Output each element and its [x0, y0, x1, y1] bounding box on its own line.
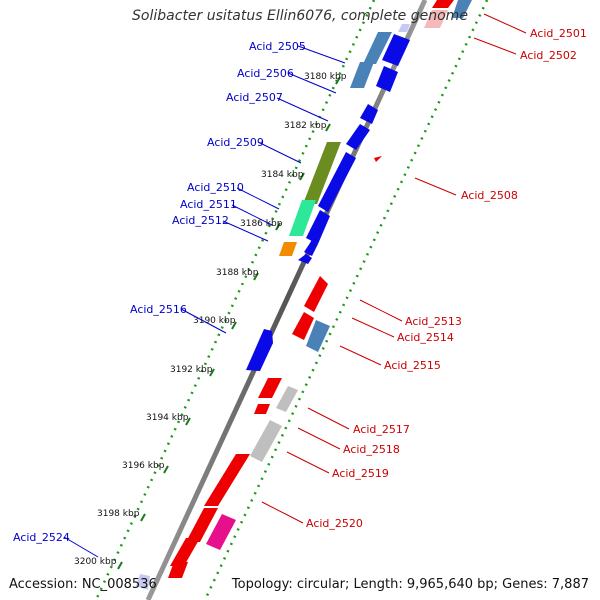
topology-text: Topology: circular; Length: 9,965,640 bp…	[231, 577, 589, 592]
gene-label-acid-2506: Acid_2506	[237, 67, 294, 80]
gene-label-acid-2511: Acid_2511	[180, 198, 237, 211]
gene-bottom-lavender[interactable]	[136, 574, 150, 590]
left-leader-lines	[63, 45, 346, 558]
gene-top-red[interactable]	[432, 0, 454, 8]
tick-label-3180: 3180 kbp	[304, 72, 347, 82]
genes	[168, 0, 472, 578]
gene-steel-2[interactable]	[350, 62, 374, 88]
accession-text: Accession: NC_008536	[9, 577, 157, 592]
tick-label-3196: 3196 kbp	[122, 461, 165, 471]
tick-label-3194: 3194 kbp	[146, 413, 189, 423]
gene-blue-r3[interactable]	[360, 104, 378, 124]
gene-blue-r2[interactable]	[376, 66, 398, 92]
gene-label-acid-2514: Acid_2514	[397, 331, 454, 344]
gene-red-r2[interactable]	[292, 312, 314, 340]
gene-red-l2[interactable]	[254, 404, 270, 414]
gene-orange[interactable]	[279, 242, 297, 256]
tick-label-3198: 3198 kbp	[97, 509, 140, 519]
gene-red-l4[interactable]	[186, 508, 218, 542]
gene-label-acid-2502: Acid_2502	[520, 49, 577, 62]
tick-label-3186: 3186 kbp	[240, 219, 283, 229]
tick-label-3200: 3200 kbp	[74, 557, 117, 567]
gene-red-r1[interactable]	[304, 276, 328, 312]
left-labels: Acid_2505 Acid_2506 Acid_2507 Acid_2509 …	[13, 40, 306, 544]
gene-blue-r4[interactable]	[346, 124, 370, 150]
gene-green[interactable]	[289, 200, 316, 236]
gene-label-acid-2524: Acid_2524	[13, 531, 70, 544]
genome-title-text: Solibacter usitatus Ellin6076, complete …	[132, 8, 468, 24]
gene-blue-left[interactable]	[246, 329, 273, 371]
gene-label-acid-2505: Acid_2505	[249, 40, 306, 53]
tick-label-3190: 3190 kbp	[193, 316, 236, 326]
tick-label-3188: 3188 kbp	[216, 268, 259, 278]
gene-label-acid-2507: Acid_2507	[226, 91, 283, 104]
gene-blue-r8[interactable]	[298, 254, 312, 264]
gene-top-lavender[interactable]	[398, 24, 410, 32]
gene-label-acid-2512: Acid_2512	[172, 214, 229, 227]
gene-label-acid-2509: Acid_2509	[207, 136, 264, 149]
tick-marks	[117, 76, 341, 570]
tick-label-3182: 3182 kbp	[284, 121, 327, 131]
gene-olive[interactable]	[303, 142, 341, 204]
gene-label-acid-2520: Acid_2520	[306, 517, 363, 530]
gene-label-acid-2513: Acid_2513	[405, 315, 462, 328]
gene-red-marker[interactable]	[374, 156, 382, 162]
gene-blue-r6[interactable]	[306, 210, 330, 244]
gene-label-acid-2519: Acid_2519	[332, 467, 389, 480]
gene-label-acid-2516: Acid_2516	[130, 303, 187, 316]
gene-steel-1[interactable]	[363, 32, 392, 64]
tick-label-3184: 3184 kbp	[261, 170, 304, 180]
gene-label-acid-2517: Acid_2517	[353, 423, 410, 436]
gene-label-acid-2501: Acid_2501	[530, 27, 587, 40]
gene-red-l1[interactable]	[258, 378, 282, 398]
gene-red-l5[interactable]	[170, 538, 200, 566]
tick-label-3192: 3192 kbp	[170, 365, 213, 375]
gene-magenta[interactable]	[206, 514, 236, 550]
gene-gray-r2[interactable]	[250, 420, 282, 462]
genome-backbone	[145, 0, 428, 600]
gene-red-l6[interactable]	[168, 562, 188, 578]
tick-labels: 3180 kbp 3182 kbp 3184 kbp 3186 kbp 3188…	[74, 72, 347, 567]
gene-label-acid-2515: Acid_2515	[384, 359, 441, 372]
gene-label-acid-2510: Acid_2510	[187, 181, 244, 194]
gene-blue-r7[interactable]	[304, 240, 318, 256]
gene-blue-r5[interactable]	[318, 152, 356, 212]
gene-red-l3[interactable]	[204, 454, 250, 506]
genome-title: Solibacter usitatus Ellin6076, complete …	[0, 8, 600, 24]
gene-top-steel[interactable]	[452, 0, 472, 18]
outer-guide-right	[203, 0, 489, 600]
gene-label-acid-2508: Acid_2508	[461, 189, 518, 202]
gene-steel-r[interactable]	[306, 320, 330, 352]
right-labels: Acid_2501 Acid_2502 Acid_2508 Acid_2513 …	[306, 27, 587, 530]
right-leader-lines	[261, 13, 527, 524]
gene-gray-r1[interactable]	[276, 386, 298, 412]
gene-label-acid-2518: Acid_2518	[343, 443, 400, 456]
gene-blue-r1[interactable]	[382, 34, 410, 66]
gene-top-pink[interactable]	[424, 10, 448, 28]
